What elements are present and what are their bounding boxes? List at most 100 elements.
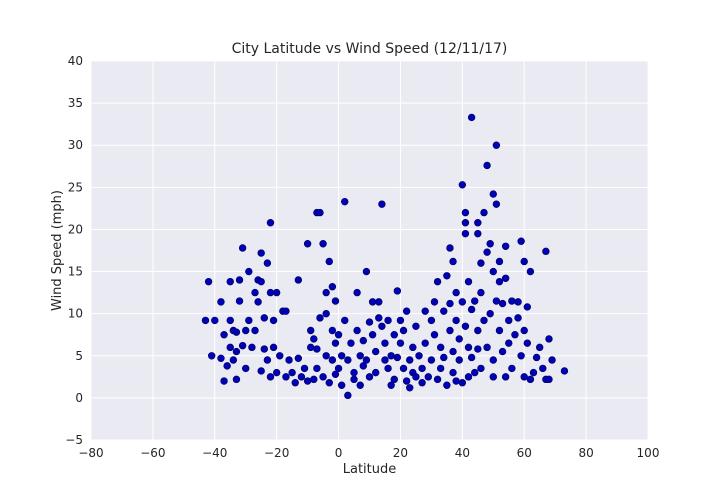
data-point xyxy=(288,368,296,377)
data-point xyxy=(461,322,470,330)
data-point xyxy=(440,353,448,362)
data-point xyxy=(464,373,473,381)
data-point xyxy=(331,297,340,305)
data-point xyxy=(282,307,290,315)
data-point xyxy=(310,335,318,343)
data-point xyxy=(474,326,482,335)
data-point xyxy=(235,297,244,305)
x-tick-label: 80 xyxy=(578,446,593,460)
data-point xyxy=(384,316,392,325)
data-point xyxy=(440,307,448,315)
data-point xyxy=(501,373,510,381)
data-point xyxy=(211,316,219,325)
data-point xyxy=(263,259,272,267)
y-tick-label: 20 xyxy=(68,222,83,236)
data-point xyxy=(480,316,488,325)
data-point xyxy=(461,208,470,217)
chart-title: City Latitude vs Wind Speed (12/11/17) xyxy=(232,41,508,57)
data-points xyxy=(201,113,569,400)
data-point xyxy=(501,242,510,250)
data-point xyxy=(455,356,463,364)
data-point xyxy=(495,277,504,286)
data-point xyxy=(560,367,569,375)
data-point xyxy=(390,375,398,384)
data-point xyxy=(427,316,436,325)
data-point xyxy=(545,375,553,384)
data-point xyxy=(396,339,405,347)
data-point xyxy=(251,326,259,335)
data-point xyxy=(285,356,293,364)
data-point xyxy=(467,305,476,314)
data-point xyxy=(282,373,290,381)
data-point xyxy=(412,322,420,330)
data-point xyxy=(427,356,436,364)
data-point xyxy=(396,316,405,325)
data-point xyxy=(266,219,275,227)
x-tick-label: 0 xyxy=(335,446,343,460)
x-tick-label: −60 xyxy=(140,446,165,460)
data-point xyxy=(483,343,491,352)
data-point xyxy=(486,240,494,248)
data-point xyxy=(300,364,309,373)
data-point xyxy=(406,384,414,392)
data-point xyxy=(242,364,250,373)
data-point xyxy=(362,267,371,276)
data-point xyxy=(356,381,364,389)
data-point xyxy=(446,244,454,252)
data-point xyxy=(489,356,497,364)
data-point xyxy=(350,375,358,384)
data-point xyxy=(371,347,380,356)
y-axis-label: Wind Speed (mph) xyxy=(50,190,65,311)
data-point xyxy=(505,316,513,325)
data-point xyxy=(232,328,241,336)
data-point xyxy=(511,331,519,339)
data-point xyxy=(245,267,253,276)
data-point xyxy=(477,259,485,267)
data-point xyxy=(467,353,476,362)
data-point xyxy=(294,276,303,284)
data-point xyxy=(226,343,234,352)
data-point xyxy=(347,339,355,347)
data-point xyxy=(272,368,281,377)
data-point xyxy=(232,347,241,356)
data-point xyxy=(322,352,330,360)
data-point xyxy=(390,331,398,339)
data-point xyxy=(424,373,432,381)
data-point xyxy=(245,316,253,325)
data-point xyxy=(474,219,482,227)
data-point xyxy=(341,197,349,206)
data-point xyxy=(452,288,460,297)
x-tick-labels: −80 −60 −40 −20 0 20 40 60 80 100 xyxy=(78,446,659,460)
data-point xyxy=(226,277,234,286)
x-tick-label: −40 xyxy=(202,446,227,460)
data-point xyxy=(489,267,497,276)
y-tick-label: 35 xyxy=(68,96,83,110)
data-point xyxy=(467,113,476,122)
data-point xyxy=(307,326,315,335)
x-tick-label: −80 xyxy=(78,446,103,460)
data-point xyxy=(446,299,454,308)
data-point xyxy=(508,364,516,373)
data-point xyxy=(381,339,389,347)
data-point xyxy=(539,364,547,373)
data-point xyxy=(207,352,216,360)
y-tick-label: 5 xyxy=(75,349,83,363)
plot-area xyxy=(91,61,648,440)
data-point xyxy=(294,354,303,363)
data-point xyxy=(517,237,525,245)
data-point xyxy=(520,257,528,266)
data-point xyxy=(201,316,210,325)
data-point xyxy=(378,322,386,330)
data-point xyxy=(384,364,392,373)
data-point xyxy=(337,381,346,389)
data-point xyxy=(415,352,423,360)
data-point xyxy=(495,326,504,335)
data-point xyxy=(313,364,321,373)
data-point xyxy=(337,352,346,360)
data-point xyxy=(204,277,213,286)
data-point xyxy=(310,375,318,384)
grid-lines xyxy=(90,60,649,441)
data-point xyxy=(223,362,231,370)
data-point xyxy=(260,314,268,322)
